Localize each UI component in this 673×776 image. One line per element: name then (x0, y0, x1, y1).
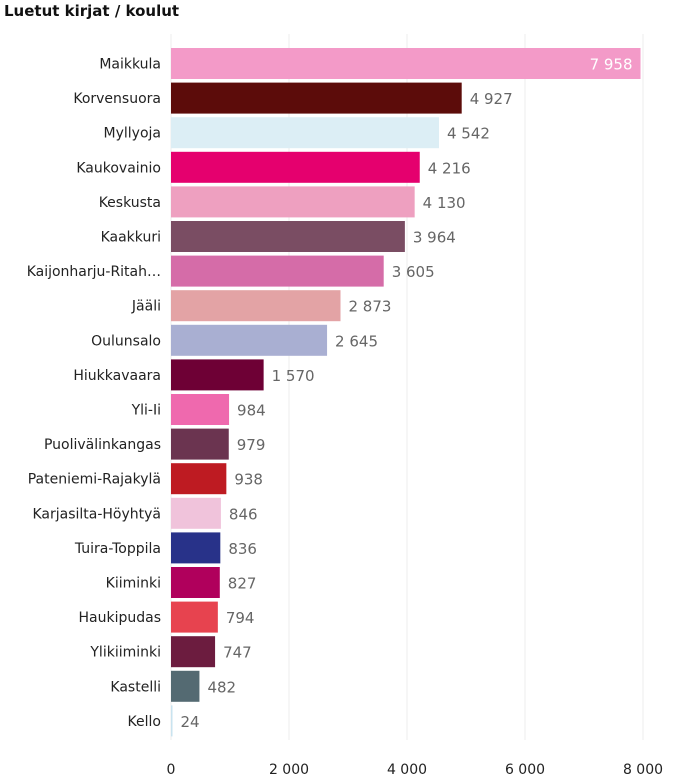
bar[interactable] (171, 394, 230, 425)
category-label: Kaijonharju-Ritah… (27, 264, 161, 280)
bar[interactable] (171, 186, 415, 218)
data-label: 836 (228, 540, 257, 558)
data-label: 3 964 (413, 229, 456, 247)
category-label: Korvensuora (73, 91, 161, 107)
bar[interactable] (171, 359, 264, 391)
x-tick-label: 2 000 (269, 762, 309, 776)
bar[interactable] (171, 255, 384, 287)
chart-title: Luetut kirjat / koulut (4, 2, 180, 20)
bar[interactable] (171, 324, 328, 356)
bar[interactable] (171, 601, 218, 633)
x-tick-label: 8 000 (623, 762, 663, 776)
data-label: 482 (207, 678, 236, 696)
data-label: 1 570 (272, 367, 315, 385)
category-label: Kiiminki (106, 576, 161, 592)
category-label: Maikkula (99, 57, 161, 73)
category-label: Karjasilta-Höyhtyä (32, 506, 161, 522)
bar[interactable] (171, 567, 220, 598)
bar[interactable] (171, 151, 420, 183)
data-label: 4 927 (470, 90, 513, 108)
category-label: Kastelli (110, 679, 161, 695)
category-label: Yli-Ii (131, 403, 161, 419)
bar[interactable] (171, 497, 221, 529)
category-label: Myllyoja (104, 126, 161, 142)
bar[interactable] (171, 670, 200, 702)
data-label: 4 216 (428, 159, 471, 177)
data-label: 4 130 (423, 194, 466, 212)
bar[interactable] (171, 636, 216, 668)
category-label: Ylikiiminki (89, 645, 161, 661)
category-label: Pateniemi-Rajakylä (28, 472, 161, 488)
bar[interactable] (171, 82, 462, 114)
data-label: 979 (237, 436, 266, 454)
bar[interactable] (171, 463, 227, 495)
x-tick-label: 0 (167, 762, 176, 776)
data-label: 7 958 (590, 56, 633, 74)
category-label: Oulunsalo (91, 333, 161, 349)
bar[interactable] (171, 532, 221, 564)
bar[interactable] (171, 221, 405, 252)
data-label: 3 605 (392, 263, 435, 281)
data-label: 846 (229, 505, 258, 523)
category-label: Keskusta (99, 195, 161, 211)
bar[interactable] (171, 705, 173, 737)
data-label: 2 873 (349, 298, 392, 316)
data-label: 4 542 (447, 125, 490, 143)
bar[interactable] (171, 290, 341, 322)
category-label: Tuira-Toppila (74, 541, 161, 557)
data-label: 747 (223, 644, 252, 662)
x-tick-label: 4 000 (387, 762, 427, 776)
bars (171, 48, 641, 737)
data-label: 938 (234, 471, 263, 489)
data-label: 24 (181, 713, 200, 731)
category-labels: Maikkula Korvensuora Myllyoja Kaukovainio Ke… (27, 57, 161, 730)
x-tick-label: 6 000 (505, 762, 545, 776)
category-label: Kello (128, 714, 161, 730)
bar[interactable] (171, 117, 439, 149)
category-label: Kaakkuri (101, 230, 161, 246)
data-label: 794 (226, 609, 255, 627)
bar[interactable] (171, 48, 641, 79)
bar[interactable] (171, 428, 229, 460)
data-label: 827 (228, 575, 257, 593)
category-label: Hiukkavaara (73, 368, 161, 384)
data-label: 984 (237, 402, 266, 420)
category-label: Jääli (131, 299, 161, 315)
x-axis-ticks: 0 2 000 4 000 6 000 8 000 (167, 762, 664, 776)
category-label: Puolivälinkangas (44, 437, 161, 453)
category-label: Haukipudas (79, 610, 162, 626)
category-label: Kaukovainio (76, 160, 161, 176)
data-label: 2 645 (335, 332, 378, 350)
